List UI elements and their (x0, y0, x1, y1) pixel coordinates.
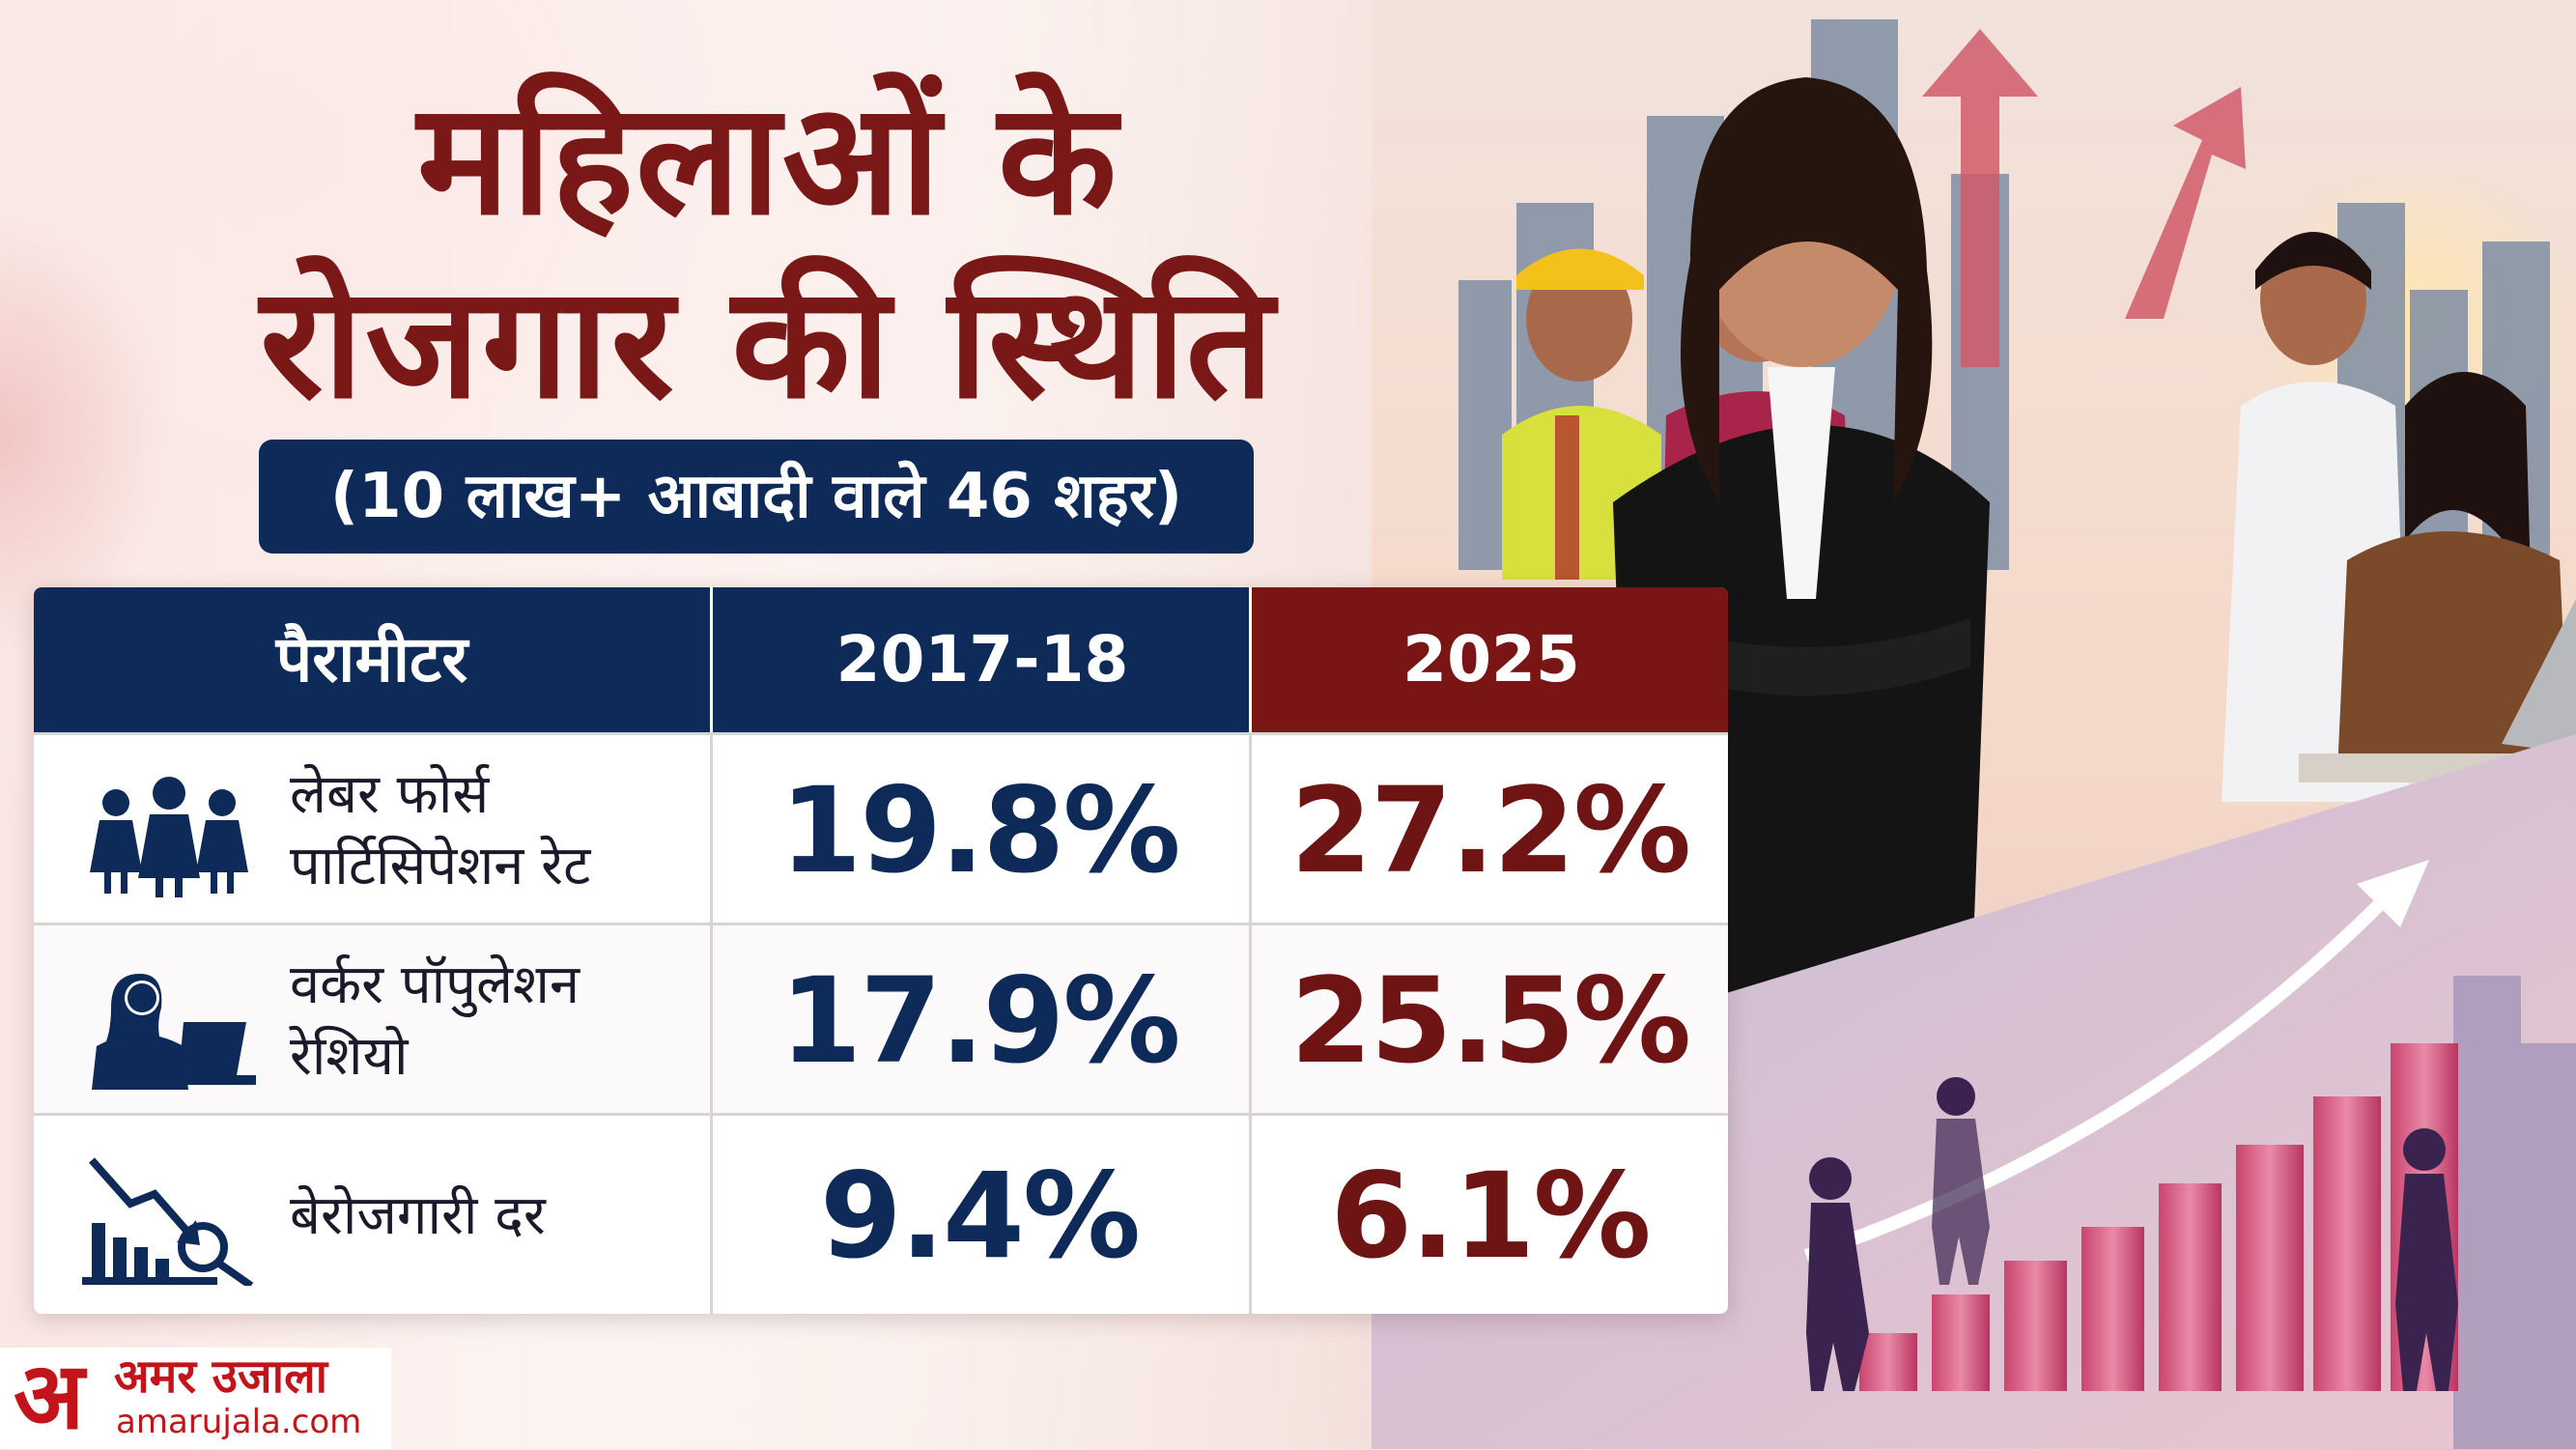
value-2017-18: 17.9% (779, 952, 1180, 1090)
parameter-label-line1: लेबर फोर्स (290, 762, 490, 826)
table-row: बेरोजगारी दर 9.4% 6.1% (34, 1113, 1728, 1314)
face-silhouette-decoration (0, 213, 174, 657)
value-2017-18: 9.4% (819, 1148, 1141, 1285)
women-group-icon (90, 777, 248, 897)
table-row: वर्कर पॉपुलेशन रेशियो 17.9% 25.5% (34, 923, 1728, 1116)
subtitle-banner: (10 लाख+ आबादी वाले 46 शहर) (259, 440, 1254, 554)
parameter-cell: बेरोजगारी दर (34, 1116, 713, 1314)
title-line-1: महिलाओं के (416, 69, 1119, 249)
parameter-cell: वर्कर पॉपुलेशन रेशियो (34, 925, 713, 1116)
walking-women-silhouettes (1806, 1077, 2458, 1391)
employment-table: पैरामीटर 2017-18 2025 ल (34, 587, 1728, 1314)
amar-ujala-logo[interactable]: अ अमर उजाला amarujala.com (0, 1348, 391, 1449)
value-2017-18-cell: 17.9% (710, 925, 1252, 1116)
upward-arrow-icon (1922, 29, 2246, 367)
parameter-label-line1: वर्कर पॉपुलेशन (290, 952, 580, 1016)
value-2017-18: 19.8% (779, 761, 1180, 899)
value-2025-cell: 6.1% (1252, 1116, 1728, 1314)
value-2025: 6.1% (1330, 1148, 1651, 1285)
value-2017-18-cell: 19.8% (710, 735, 1252, 925)
growth-arrow (1803, 894, 2391, 1263)
table-header: पैरामीटर 2017-18 2025 (34, 587, 1728, 732)
declining-chart-magnifier-icon (82, 1157, 254, 1286)
header-2017-18: 2017-18 (710, 587, 1252, 732)
header-parameter: पैरामीटर (34, 587, 710, 732)
logo-url: amarujala.com (116, 1403, 362, 1441)
woman-at-laptop (2299, 372, 2576, 782)
value-2025: 25.5% (1289, 952, 1691, 1090)
parameter-label-line2: रेशियो (290, 1024, 409, 1088)
value-2025: 27.2% (1289, 761, 1691, 899)
page-title: महिलाओं के रोजगार की स्थिति (164, 68, 1372, 435)
parameter-label: लेबर फोर्स पार्टिसिपेशन रेट (290, 735, 695, 925)
table-row: लेबर फोर्स पार्टिसिपेशन रेट 19.8% 27.2% (34, 732, 1728, 925)
parameter-label-line2: पार्टिसिपेशन रेट (290, 834, 591, 897)
woman-laptop-icon (92, 974, 256, 1090)
value-2025-cell: 27.2% (1252, 735, 1728, 925)
logo-letter: अ (14, 1342, 85, 1450)
lower-skyline (2453, 976, 2576, 1449)
parameter-label: वर्कर पॉपुलेशन रेशियो (290, 925, 695, 1116)
logo-name: अमर उजाला (114, 1350, 328, 1404)
value-2025-cell: 25.5% (1252, 925, 1728, 1116)
parameter-label-line1: बेरोजगारी दर (290, 1184, 546, 1247)
value-2017-18-cell: 9.4% (710, 1116, 1252, 1314)
parameter-cell: लेबर फोर्स पार्टिसिपेशन रेट (34, 735, 713, 925)
title-line-2: रोजगार की स्थिति (260, 252, 1276, 433)
parameter-label: बेरोजगारी दर (290, 1116, 695, 1314)
header-2025: 2025 (1249, 587, 1728, 732)
